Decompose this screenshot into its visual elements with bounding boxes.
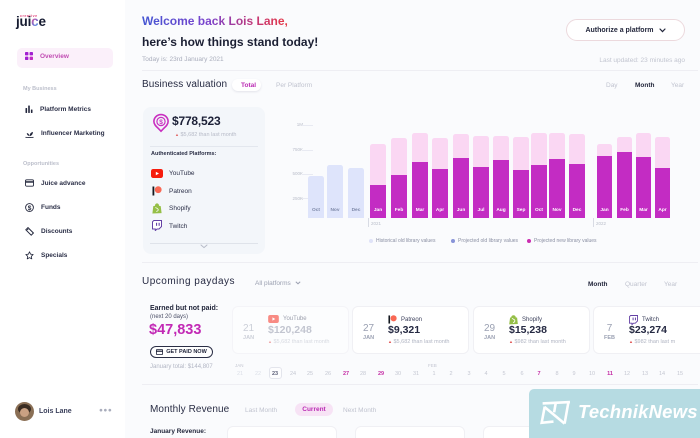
svg-text:$: $: [159, 119, 163, 126]
svg-text:$: $: [28, 205, 32, 212]
